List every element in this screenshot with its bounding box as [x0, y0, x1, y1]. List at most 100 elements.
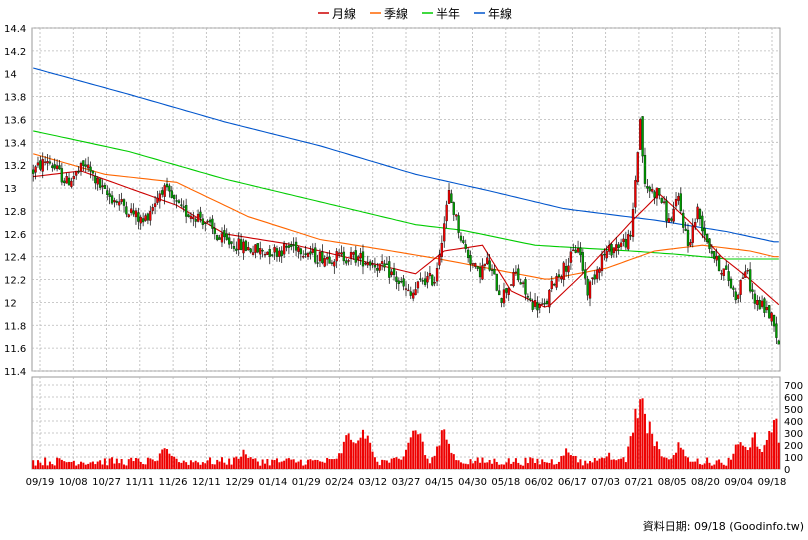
- candle-body: [464, 244, 467, 249]
- candle-body: [727, 271, 730, 281]
- moving-average-line: [33, 153, 779, 280]
- candle-body: [423, 278, 427, 285]
- volume-bar: [72, 460, 75, 469]
- volume-bar: [436, 446, 439, 469]
- volume-bar: [328, 459, 331, 469]
- candle-body: [615, 244, 618, 252]
- volume-bar: [450, 452, 453, 469]
- date-tick-label: 12/11: [192, 477, 221, 488]
- volume-bar: [132, 461, 135, 469]
- volume-bar: [199, 464, 202, 469]
- volume-bar: [361, 429, 364, 469]
- date-tick-label: 10/08: [59, 477, 88, 488]
- volume-bar: [763, 445, 766, 469]
- candle-body: [768, 305, 771, 319]
- candle-body: [244, 240, 248, 251]
- candle-body: [490, 269, 494, 271]
- candle-body: [751, 289, 754, 292]
- candle-body: [641, 116, 644, 157]
- volume-bar: [658, 449, 661, 469]
- volume-bar: [354, 443, 357, 469]
- volume-bar: [579, 459, 582, 469]
- candle-body: [421, 280, 424, 282]
- candle-body: [445, 204, 448, 222]
- volume-bar: [732, 453, 735, 469]
- candle-body: [247, 247, 250, 251]
- candle-body: [187, 214, 190, 217]
- candle-body: [165, 183, 169, 188]
- volume-bar: [79, 461, 82, 469]
- candle-body: [744, 271, 747, 278]
- volume-bar: [115, 458, 118, 469]
- volume-bar: [529, 457, 532, 469]
- candle-body: [509, 284, 513, 286]
- volume-bar: [252, 458, 255, 469]
- volume-bar: [593, 457, 596, 469]
- volume-bar: [581, 465, 584, 469]
- volume-bar: [209, 457, 212, 469]
- candle-body: [763, 298, 766, 313]
- volume-bar: [280, 461, 283, 469]
- date-tick-label: 01/14: [258, 477, 287, 488]
- volume-bar: [598, 458, 601, 469]
- volume-bar: [101, 464, 104, 469]
- candle-body: [220, 233, 224, 243]
- candle-body: [239, 239, 243, 250]
- candle-body: [622, 238, 625, 243]
- volume-bar: [713, 464, 716, 469]
- volume-bar: [41, 465, 44, 469]
- volume-bar: [39, 462, 42, 469]
- volume-bar: [240, 456, 243, 469]
- candle-body: [275, 248, 279, 257]
- volume-tick-label: 100: [784, 453, 803, 464]
- volume-bar: [682, 449, 685, 469]
- volume-tick-label: 400: [784, 417, 803, 428]
- candle-body: [541, 303, 544, 305]
- volume-bar: [500, 464, 503, 469]
- candle-body: [562, 262, 565, 280]
- volume-bar: [565, 448, 568, 469]
- candle-body: [658, 188, 661, 196]
- volume-bar: [629, 436, 632, 469]
- volume-bar: [617, 459, 620, 469]
- candle-body: [486, 257, 489, 265]
- volume-bar: [443, 429, 446, 469]
- volume-tick-label: 600: [784, 393, 803, 404]
- volume-bar: [70, 461, 73, 469]
- candle-body: [607, 245, 611, 252]
- candle-body: [53, 164, 56, 169]
- volume-bar: [91, 461, 94, 469]
- volume-bar: [225, 464, 228, 469]
- candle-body: [60, 168, 64, 183]
- volume-bar: [569, 455, 572, 469]
- volume-bar: [321, 461, 324, 469]
- volume-bar: [445, 439, 448, 469]
- candle-body: [333, 261, 336, 267]
- volume-bar: [383, 460, 386, 469]
- volume-bar: [603, 458, 606, 469]
- volume-bar: [342, 441, 345, 469]
- date-tick-label: 11/11: [125, 477, 154, 488]
- candle-body: [206, 220, 209, 223]
- candle-body: [579, 247, 582, 256]
- candle-body: [189, 215, 193, 219]
- volume-bar: [314, 459, 317, 469]
- volume-bar: [457, 460, 460, 469]
- price-tick-label: 12.8: [4, 207, 26, 218]
- volume-bar: [416, 434, 419, 469]
- candle-body: [173, 194, 176, 200]
- candle-body: [646, 186, 649, 189]
- volume-bar: [739, 442, 742, 469]
- volume-bar: [254, 458, 257, 469]
- volume-bar: [524, 457, 527, 469]
- volume-bar: [663, 457, 666, 469]
- source-label: 資料日期: 09/18 (Goodinfo.tw): [643, 519, 804, 533]
- volume-bar: [247, 457, 250, 469]
- volume-bar: [404, 449, 408, 469]
- volume-bar: [557, 461, 560, 469]
- volume-bar: [390, 458, 393, 469]
- candle-body: [51, 165, 54, 168]
- date-tick-label: 03/12: [358, 477, 387, 488]
- candle-body: [153, 203, 157, 207]
